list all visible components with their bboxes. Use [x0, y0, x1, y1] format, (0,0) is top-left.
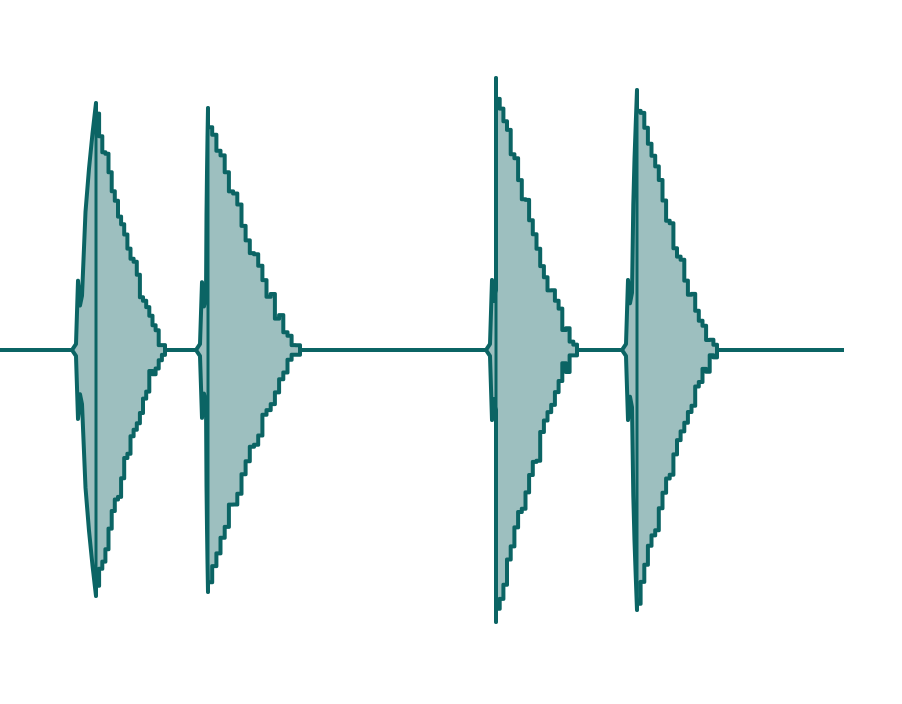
burst-fill [486, 78, 577, 622]
waveform-burst-1 [70, 101, 167, 598]
waveform-bursts [70, 76, 719, 624]
waveform-burst-3 [484, 76, 579, 624]
burst-fill [72, 103, 165, 596]
burst-fill [196, 108, 300, 592]
waveform-burst-2 [194, 106, 302, 594]
waveform-burst-4 [620, 88, 719, 612]
burst-fill [622, 90, 717, 610]
